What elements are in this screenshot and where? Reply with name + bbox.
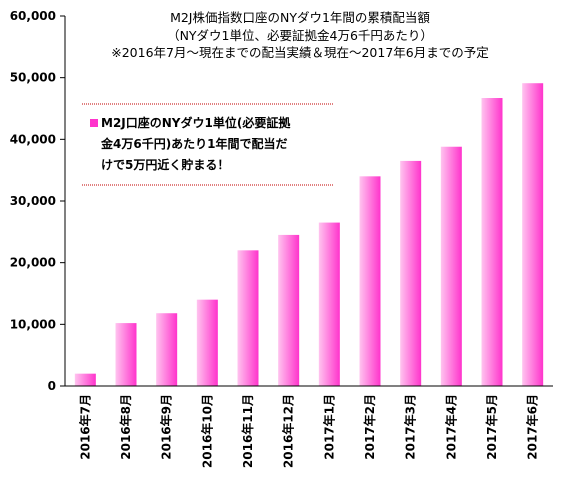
y-tick-label: 40,000 [10,132,56,146]
x-tick-label: 2016年7月 [77,394,92,460]
x-tick-label: 2017年2月 [362,394,377,460]
bar [440,146,462,386]
bar [278,234,300,386]
chart-subtitle-2: ※2016年7月～現在までの配当実績＆現在～2017年6月までの予定 [111,45,489,60]
legend-line-2: 金4万6千円)あたり1年間で配当だ [100,136,288,151]
bar [237,250,259,386]
x-tick-label: 2016年8月 [118,394,133,460]
legend: M2J口座のNYダウ1単位(必要証拠 金4万6千円)あたり1年間で配当だ けで5… [82,103,334,186]
bar [196,299,218,386]
y-tick-label: 0 [48,379,56,393]
bars-group [74,83,544,387]
bar [481,98,503,387]
y-axis: 0 10,000 20,000 30,000 40,000 50,000 60,000 [10,9,66,393]
legend-line-3: けで5万円近く貯まる！ [101,157,229,172]
x-tick-label: 2017年1月 [321,394,336,460]
bar [318,222,340,386]
x-tick-label: 2016年9月 [159,394,174,460]
x-tick-label: 2016年11月 [240,394,255,468]
bar [74,373,96,386]
x-tick-label: 2017年4月 [443,394,458,460]
bar [156,313,178,386]
x-tick-label: 2017年6月 [525,394,540,460]
x-tick-label: 2016年10月 [199,394,214,468]
x-tick-label: 2017年3月 [403,394,418,460]
y-tick-label: 60,000 [10,9,56,23]
bar [359,176,381,386]
bar [115,323,137,386]
y-tick-label: 10,000 [10,317,56,331]
legend-line-1: M2J口座のNYダウ1単位(必要証拠 [101,115,291,130]
chart-title: M2J株価指数口座のNYダウ1年間の累積配当額 [170,10,430,25]
y-tick-label: 20,000 [10,256,56,270]
chart-subtitle-1: （NYダウ1単位、必要証拠金4万6千円あたり） [167,28,433,43]
x-axis: 2016年7月 2016年8月 2016年9月 2016年10月 2016年11月 201… [65,385,553,468]
y-tick-label: 50,000 [10,71,56,85]
x-tick-label: 2016年12月 [281,394,296,468]
bar [400,160,422,386]
bar [522,83,544,386]
y-tick-label: 30,000 [10,194,56,208]
x-tick-label: 2017年5月 [484,394,499,460]
legend-swatch [90,119,98,127]
